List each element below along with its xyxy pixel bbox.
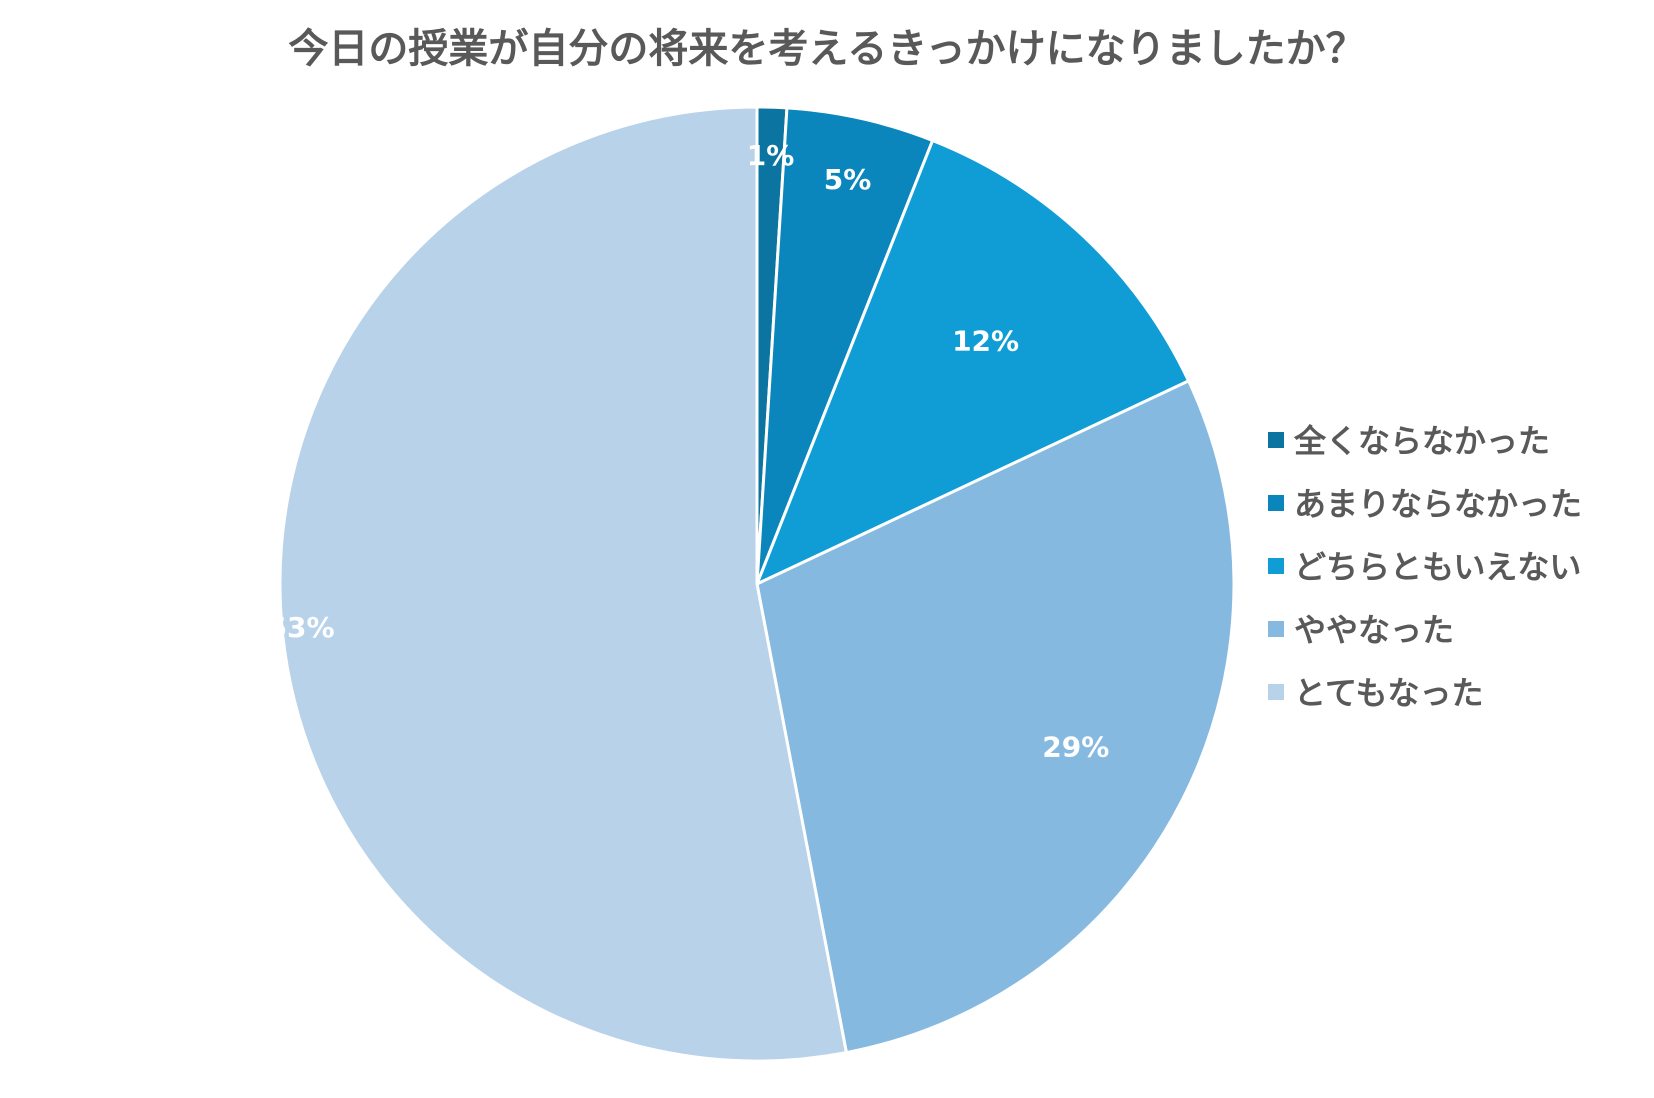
legend-swatch	[1268, 558, 1284, 574]
data-label: 1%	[747, 139, 795, 172]
pie-slices	[278, 105, 1236, 1063]
legend-swatch	[1268, 432, 1284, 448]
data-label: 53%	[268, 611, 335, 644]
pie-slice	[755, 106, 935, 586]
legend-swatch	[1268, 621, 1284, 637]
legend-label: 全くならなかった	[1293, 422, 1550, 460]
pie-slice	[755, 379, 1236, 1055]
data-label: 5%	[824, 163, 872, 196]
legend-label: あまりならなかった	[1294, 485, 1582, 523]
pie-slice	[755, 139, 1191, 586]
legend-swatch	[1268, 495, 1284, 511]
legend-label: ややなった	[1294, 611, 1454, 649]
legend-label: どちらともいえない	[1294, 548, 1581, 586]
chart-title: 今日の授業が自分の将来を考えるきっかけになりましたか？	[288, 26, 1365, 72]
data-label: 29%	[1042, 730, 1109, 763]
legend-label: とてもなった	[1294, 674, 1483, 712]
data-label: 12%	[952, 325, 1019, 358]
pie-slice	[278, 105, 848, 1063]
data-labels: 1% 5% 12% 29% 53%	[268, 139, 1110, 764]
legend-swatch	[1268, 684, 1284, 700]
